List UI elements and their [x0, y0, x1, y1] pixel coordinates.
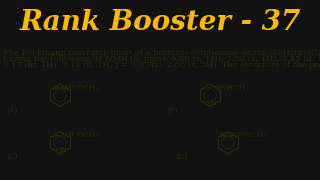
Text: (A): (A)	[6, 106, 18, 114]
Text: NHCOCH₃: NHCOCH₃	[60, 131, 99, 139]
Text: CONHCH₂: CONHCH₂	[228, 131, 267, 139]
Text: having the following ¹H NMR (δ, ppm): 9.89 (s, 1H), 7.88 (s, 1H), 7.45 (d, 1H, J: having the following ¹H NMR (δ, ppm): 9.…	[3, 55, 320, 63]
Text: (B): (B)	[166, 106, 178, 114]
Text: Br: Br	[220, 131, 228, 139]
Text: 7.17 (m, 1H), 7.12 (d, 1H, J = 7.0 Hz), 2.06 (s, 3H). The structure of the produ: 7.17 (m, 1H), 7.12 (d, 1H, J = 7.0 Hz), …	[3, 61, 320, 69]
Text: Br: Br	[52, 84, 60, 92]
Text: Br: Br	[210, 99, 218, 107]
Text: Br: Br	[60, 146, 68, 154]
Text: CONHCH₃: CONHCH₃	[210, 84, 249, 92]
Text: (D): (D)	[175, 153, 187, 161]
Text: Rank Booster - 37: Rank Booster - 37	[20, 9, 300, 36]
Text: NHCOCH₃: NHCOCH₃	[60, 84, 99, 92]
Text: (C): (C)	[6, 153, 18, 161]
Text: The Beckmann rearrangement of a bromoacetophenone oxime (C₈H₈BrNO) gives a major: The Beckmann rearrangement of a bromoace…	[3, 49, 320, 57]
